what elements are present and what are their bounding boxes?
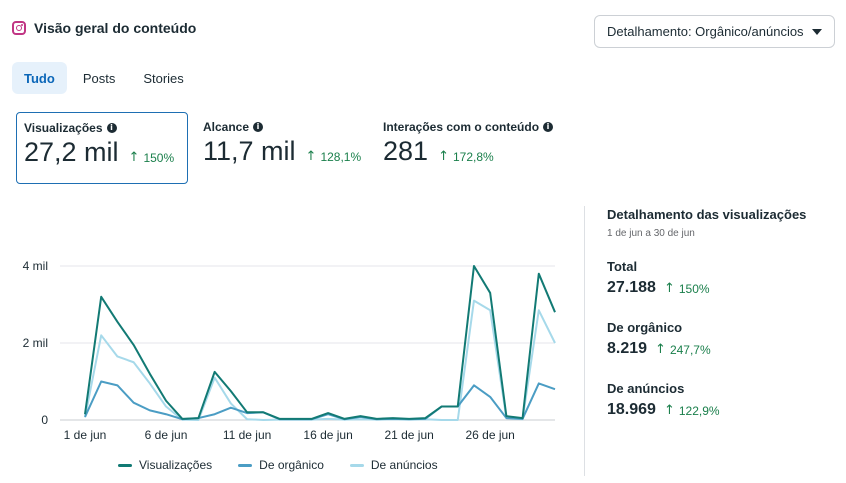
legend-swatch — [118, 463, 132, 467]
info-icon[interactable]: i — [253, 122, 264, 132]
metric-change: ↑ 128,1% — [306, 149, 362, 164]
arrow-up-icon: ↑ — [663, 281, 675, 296]
metric-label: Interações com o conteúdo i — [383, 120, 559, 134]
series-line-views[interactable] — [84, 265, 556, 420]
legend-item-ads[interactable]: De anúncios — [349, 458, 438, 472]
tab-posts[interactable]: Posts — [82, 70, 116, 86]
y-tick-label: 0 — [41, 413, 48, 427]
breakdown-label: Total — [607, 259, 638, 274]
y-tick-label: 2 mil — [23, 336, 48, 350]
arrow-up-icon: ↑ — [305, 149, 317, 164]
breakdown-total: Total 27.188 ↑ 150% — [607, 259, 710, 297]
breakdown-value: 8.219 — [607, 340, 648, 357]
legend-label: De anúncios — [370, 458, 438, 472]
breakdown-label: De orgânico — [607, 320, 683, 335]
tab-stories[interactable]: Stories — [143, 70, 184, 86]
breakdown-title: Detalhamento das visualizações — [607, 207, 807, 222]
views-breakdown-panel: Detalhamento das visualizações 1 de jun … — [607, 207, 837, 418]
content-tabs: Tudo Posts Stories — [12, 62, 196, 94]
breakdown-dropdown[interactable]: Detalhamento: Orgânico/anúncios — [594, 15, 835, 48]
metric-value: 11,7 mil — [203, 136, 296, 166]
panel-divider — [584, 206, 585, 476]
legend-label: De orgânico — [259, 458, 324, 472]
metric-change-value: 172,8% — [452, 149, 494, 164]
x-tick-label: 1 de jun — [64, 428, 107, 442]
breakdown-change: ↑ 150% — [664, 281, 710, 296]
info-icon[interactable]: i — [543, 122, 554, 132]
series-line-ads[interactable] — [84, 299, 556, 421]
info-icon[interactable]: i — [106, 123, 117, 133]
legend-swatch — [238, 463, 253, 467]
legend-swatch — [349, 463, 364, 467]
metric-card-views[interactable]: Visualizações i 27,2 mil ↑ 150% — [16, 112, 188, 184]
arrow-up-icon: ↑ — [438, 149, 449, 164]
metric-card-reach[interactable]: Alcance i 11,7 mil ↑ 128,1% — [196, 112, 371, 184]
x-tick-label: 21 de jun — [384, 428, 433, 442]
date-range: 1 de jun a 30 de jun — [607, 228, 695, 239]
metric-label: Visualizações i — [24, 121, 180, 135]
y-tick-label: 4 mil — [23, 259, 48, 273]
metric-value: 281 — [383, 136, 429, 166]
breakdown-change-value: 122,9% — [678, 403, 720, 418]
metric-change: ↑ 150% — [129, 150, 175, 165]
legend-item-views[interactable]: Visualizações — [118, 458, 212, 472]
x-tick-label: 6 de jun — [145, 428, 188, 442]
breakdown-organic: De orgânico 8.219 ↑ 247,7% — [607, 320, 711, 358]
breakdown-change: ↑ 247,7% — [655, 342, 711, 357]
arrow-up-icon: ↑ — [655, 342, 666, 357]
breakdown-change-value: 247,7% — [669, 342, 711, 357]
metric-change-value: 150% — [143, 150, 175, 165]
chart-legend: Visualizações De orgânico De anúncios — [118, 458, 438, 472]
metric-card-interactions[interactable]: Interações com o conteúdo i 281 ↑ 172,8% — [376, 112, 566, 184]
chevron-down-icon — [812, 28, 822, 35]
metric-value: 27,2 mil — [24, 137, 119, 167]
breakdown-change: ↑ 122,9% — [664, 403, 720, 418]
metric-change: ↑ 172,8% — [438, 149, 494, 164]
breakdown-value: 18.969 — [607, 401, 656, 418]
legend-item-organic[interactable]: De orgânico — [238, 458, 324, 472]
x-tick-label: 11 de jun — [223, 428, 272, 442]
metric-label-text: Visualizações — [24, 121, 103, 135]
metric-change-value: 128,1% — [320, 149, 362, 164]
metric-label-text: Alcance — [203, 120, 250, 134]
legend-label: Visualizações — [139, 458, 213, 472]
arrow-up-icon: ↑ — [128, 150, 140, 165]
tab-all[interactable]: Tudo — [12, 62, 67, 94]
x-tick-label: 16 de jun — [303, 428, 352, 442]
metric-label: Alcance i — [203, 120, 364, 134]
views-line-chart: 0 2 mil 4 mil 1 de jun 6 de jun 11 de jun 16 d… — [23, 259, 556, 442]
breakdown-value: 27.188 — [607, 279, 656, 296]
breakdown-label: De anúncios — [607, 381, 685, 396]
breakdown-dropdown-label: Detalhamento: Orgânico/anúncios — [607, 24, 804, 39]
breakdown-ads: De anúncios 18.969 ↑ 122,9% — [607, 381, 720, 419]
instagram-icon — [12, 21, 26, 35]
x-tick-label: 26 de jun — [465, 428, 514, 442]
page-title: Visão geral do conteúdo — [34, 20, 197, 36]
metric-label-text: Interações com o conteúdo — [383, 120, 540, 134]
series-line-organic[interactable] — [84, 380, 556, 421]
arrow-up-icon: ↑ — [663, 403, 675, 418]
breakdown-change-value: 150% — [678, 281, 710, 296]
page-header: Visão geral do conteúdo — [12, 20, 196, 36]
